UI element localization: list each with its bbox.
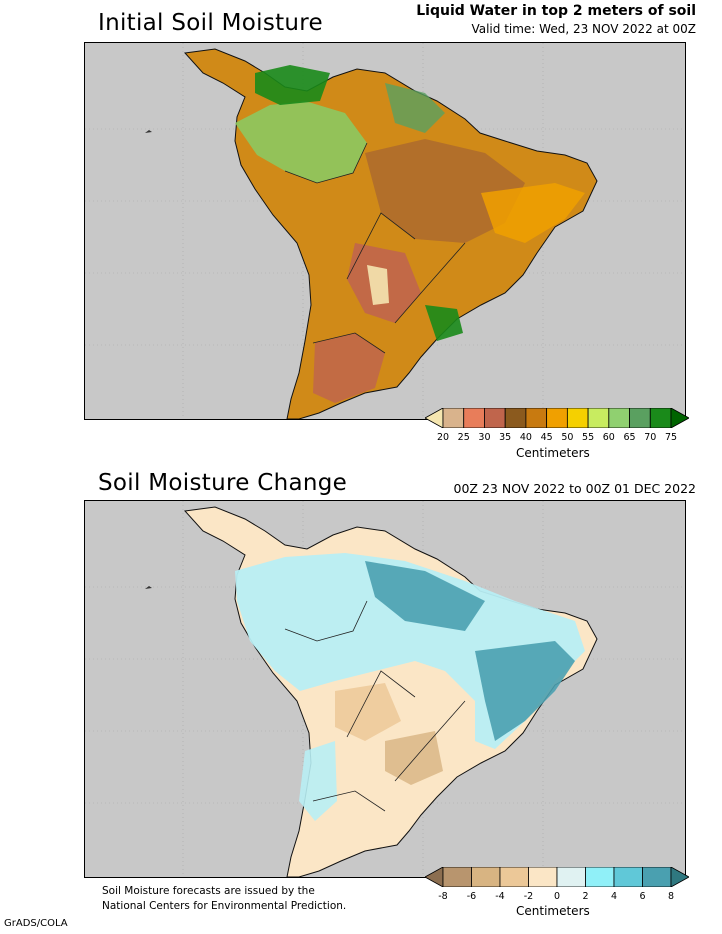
change-colorbar-tick: 8 xyxy=(667,891,675,902)
soil-moisture-colorbar-ticks: 20 25 30 35 40 45 50 55 60 65 70 75 xyxy=(425,432,689,446)
change-colorbar-box xyxy=(585,866,615,888)
change-colorbar-tick: 6 xyxy=(639,891,646,902)
soil-moisture-colorbar-box xyxy=(525,407,548,429)
change-colorbar-tick: 0 xyxy=(553,891,561,902)
change-colorbar-box xyxy=(613,866,643,888)
soil-moisture-colorbar-tick: 25 xyxy=(457,432,470,443)
soil-moisture-colorbar xyxy=(424,407,690,429)
soil-moisture-colorbar-box xyxy=(649,407,672,429)
change-colorbar-tick: -8 xyxy=(438,891,448,902)
soil-moisture-colorbar-box xyxy=(566,407,589,429)
soil-moisture-colorbar-tick: 65 xyxy=(623,432,636,443)
change-colorbar xyxy=(424,866,690,888)
change-colorbar-box xyxy=(556,866,586,888)
soil-moisture-colorbar-tick: 20 xyxy=(436,432,450,443)
soil-moisture-colorbar-tick: 50 xyxy=(561,432,574,443)
soil-moisture-colorbar-right-arrow xyxy=(670,407,690,429)
soil-moisture-colorbar-box xyxy=(442,407,465,429)
soil-moisture-colorbar-tick: 30 xyxy=(478,432,491,443)
soil-moisture-colorbar-tick: 75 xyxy=(664,432,678,443)
soil-moisture-colorbar-box xyxy=(504,407,527,429)
soil-moisture-colorbar-tick: 45 xyxy=(540,432,553,443)
soil-moisture-colorbar-box xyxy=(463,407,485,429)
panel1-title: Initial Soil Moisture xyxy=(98,10,324,36)
soil-moisture-unit: Centimeters xyxy=(516,446,590,460)
change-unit: Centimeters xyxy=(516,904,590,918)
soil-moisture-colorbar-box xyxy=(484,407,506,429)
soil-moisture-colorbar-tick: 60 xyxy=(602,432,615,443)
panel1-header: Liquid Water in top 2 meters of soil xyxy=(416,3,696,19)
change-colorbar-tick: -6 xyxy=(466,891,477,902)
change-colorbar-box xyxy=(528,866,558,888)
footer-note-line2: National Centers for Environmental Predi… xyxy=(102,900,347,912)
soil-moisture-colorbar-box xyxy=(629,407,651,429)
soil-moisture-colorbar-box xyxy=(546,407,568,429)
change-colorbar-left-arrow xyxy=(424,866,444,888)
change-colorbar-box xyxy=(442,866,472,888)
island-shape xyxy=(145,130,152,133)
change-colorbar-ticks: -8 -6 -4 -2 0 2 4 6 8 xyxy=(425,891,689,905)
soil-moisture-map xyxy=(84,42,686,420)
soil-moisture-colorbar-tick: 55 xyxy=(582,432,595,443)
soil-moisture-colorbar-tick: 70 xyxy=(644,432,657,443)
grads-credit: GrADS/COLA xyxy=(4,918,68,929)
soil-moisture-change-map xyxy=(84,500,686,878)
change-colorbar-tick: 2 xyxy=(582,891,589,902)
change-colorbar-right-arrow xyxy=(670,866,690,888)
soil-moisture-colorbar-left-arrow xyxy=(424,407,444,429)
soil-moisture-colorbar-box xyxy=(587,407,610,429)
panel2-title: Soil Moisture Change xyxy=(98,470,348,496)
change-colorbar-box xyxy=(642,866,672,888)
footer-note: Soil Moisture forecasts are issued by th… xyxy=(102,884,346,914)
change-colorbar-box xyxy=(499,866,529,888)
change-colorbar-box xyxy=(471,866,501,888)
soil-moisture-colorbar-box xyxy=(608,407,630,429)
change-colorbar-tick: -2 xyxy=(523,891,534,902)
panel2-period: 00Z 23 NOV 2022 to 00Z 01 DEC 2022 xyxy=(453,481,696,496)
change-colorbar-tick: 4 xyxy=(610,891,618,902)
panel1-valid-time: Valid time: Wed, 23 NOV 2022 at 00Z xyxy=(471,22,696,36)
soil-moisture-colorbar-tick: 35 xyxy=(499,432,512,443)
soil-moisture-colorbar-tick: 40 xyxy=(519,432,532,443)
footer-note-line1: Soil Moisture forecasts are issued by th… xyxy=(102,885,315,897)
change-colorbar-tick: -4 xyxy=(495,891,505,902)
